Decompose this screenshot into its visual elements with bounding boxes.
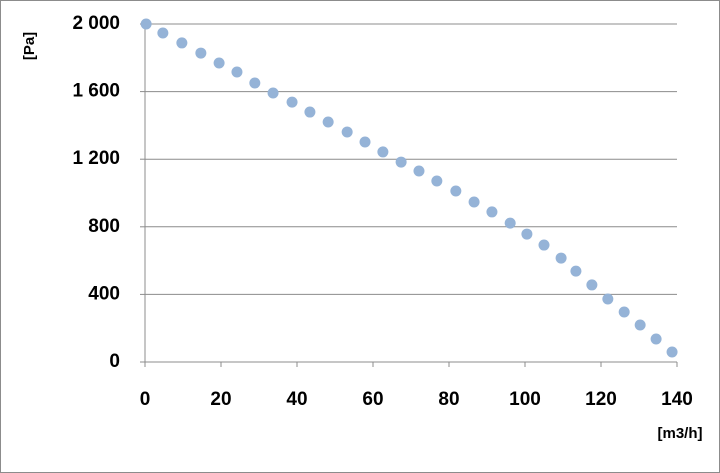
data-point <box>602 293 614 305</box>
data-point <box>377 146 389 158</box>
x-tick-label: 140 <box>661 389 693 410</box>
y-tick-label: 2 000 <box>72 13 120 34</box>
x-axis-label: [m3/h] <box>658 425 703 442</box>
y-tick-label: 800 <box>88 216 120 237</box>
x-tick-label: 120 <box>585 389 617 410</box>
data-point <box>634 319 646 331</box>
data-point <box>341 126 353 138</box>
data-point <box>450 185 462 197</box>
data-point <box>195 47 207 59</box>
data-point <box>322 116 334 128</box>
y-axis-label: [Pa] <box>21 32 38 60</box>
data-point <box>304 106 316 118</box>
x-tick-label: 100 <box>509 389 541 410</box>
data-point <box>486 206 498 218</box>
data-point <box>176 37 188 49</box>
data-point <box>359 136 371 148</box>
data-point <box>140 18 152 30</box>
data-point <box>157 27 169 39</box>
x-tick-label: 40 <box>286 389 307 410</box>
data-point <box>666 346 678 358</box>
y-tick-label: 0 <box>109 351 120 372</box>
data-point <box>249 77 261 89</box>
data-point <box>618 306 630 318</box>
data-point <box>504 217 516 229</box>
data-point <box>555 252 567 264</box>
data-point <box>570 265 582 277</box>
y-tick-label: 1 200 <box>72 148 120 169</box>
x-tick-label: 0 <box>140 389 151 410</box>
data-point <box>521 228 533 240</box>
data-point <box>538 239 550 251</box>
data-point <box>395 156 407 168</box>
data-point <box>650 333 662 345</box>
x-tick-label: 80 <box>438 389 459 410</box>
data-point <box>586 279 598 291</box>
data-point <box>213 57 225 69</box>
data-point <box>286 96 298 108</box>
data-point <box>267 87 279 99</box>
x-tick-label: 60 <box>362 389 383 410</box>
data-point <box>231 66 243 78</box>
data-point <box>468 196 480 208</box>
y-tick-label: 400 <box>88 283 120 304</box>
data-point <box>413 165 425 177</box>
y-tick-label: 1 600 <box>72 81 120 102</box>
data-point <box>431 175 443 187</box>
x-tick-label: 20 <box>210 389 231 410</box>
